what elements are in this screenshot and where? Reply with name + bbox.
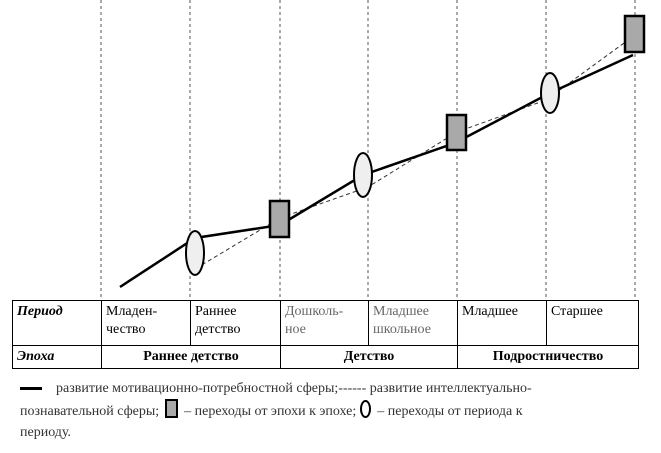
- period-cell: Младен- чество: [101, 300, 191, 346]
- period-cell: Дошколь- ное: [280, 300, 369, 346]
- era-cell: Подростничество: [457, 345, 639, 369]
- era-transition-rect: [268, 199, 291, 239]
- rectangle-icon: [165, 399, 179, 418]
- period-row-header: Период: [12, 300, 102, 346]
- solid-line-icon: [20, 387, 42, 391]
- intellectual-sphere-line: [189, 34, 636, 273]
- legend-rect-text: – переходы от эпохи к эпохе;: [184, 404, 357, 419]
- legend-line: познавательной сферы; – переходы от эпохи…: [20, 399, 655, 422]
- era-cell: Раннее детство: [101, 345, 281, 369]
- era-cell: Детство: [280, 345, 458, 369]
- legend-line: развитие мотивационно-потребностной сфер…: [20, 378, 655, 399]
- legend-end-text: периоду.: [20, 425, 72, 440]
- legend-solid-text: развитие мотивационно-потребностной сфер…: [56, 381, 532, 396]
- period-cell: Раннее детство: [190, 300, 281, 346]
- development-diagram: [100, 0, 646, 300]
- period-transition-oval: [540, 72, 560, 114]
- legend-oval-text: – переходы от периода к: [377, 404, 523, 419]
- legend-line: периоду.: [20, 422, 655, 443]
- oval-icon: [360, 400, 372, 418]
- period-cell: Младшее: [457, 300, 547, 346]
- legend: развитие мотивационно-потребностной сфер…: [20, 378, 655, 443]
- era-row-header: Эпоха: [12, 345, 102, 369]
- period-cell: Старшее: [546, 300, 639, 346]
- legend-intellect-text: познавательной сферы;: [20, 404, 160, 419]
- era-transition-rect: [623, 14, 646, 54]
- period-transition-oval: [185, 230, 205, 276]
- periods-table: Период Младен- чество Раннее детство Дош…: [12, 300, 639, 369]
- period-transition-oval: [353, 152, 373, 198]
- period-cell: Младшее школьное: [368, 300, 458, 346]
- period-boundaries: [100, 0, 636, 300]
- era-transition-rect: [445, 113, 468, 152]
- period-row: Период Младен- чество Раннее детство Дош…: [12, 300, 639, 346]
- era-row: Эпоха Раннее детство Детство Подростниче…: [12, 345, 639, 369]
